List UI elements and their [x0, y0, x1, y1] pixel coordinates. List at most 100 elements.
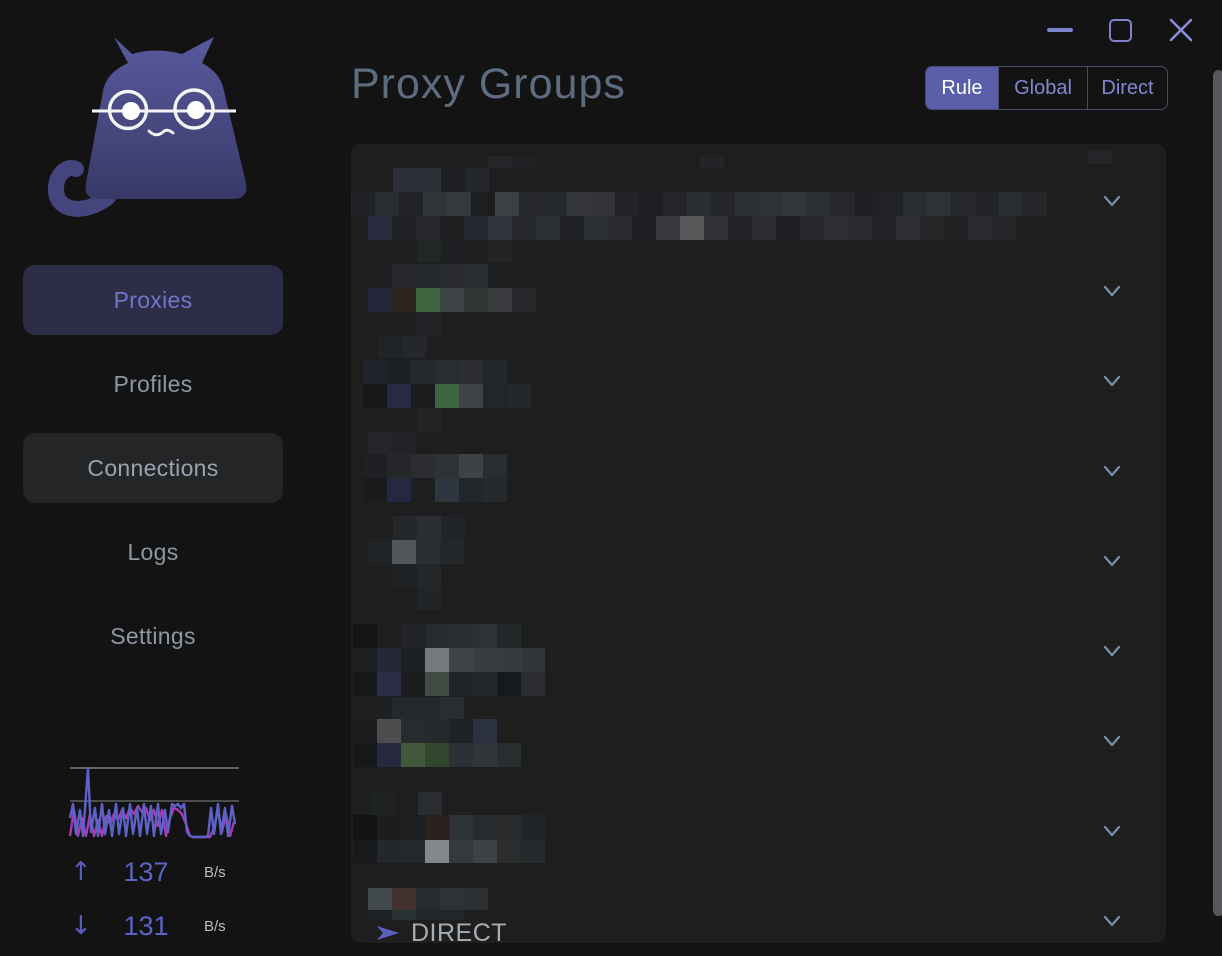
redacted-pixel-cell — [425, 672, 449, 696]
redacted-pixel-cell — [425, 648, 449, 672]
redacted-pixel-cell — [656, 216, 680, 240]
mode-direct-button[interactable]: Direct — [1087, 67, 1167, 109]
chevron-down-icon[interactable] — [1100, 909, 1124, 933]
redacted-pixel-cell — [896, 216, 920, 240]
redacted-pixel-cell — [497, 648, 521, 672]
redacted-pixel-cell — [440, 540, 464, 564]
chevron-down-icon[interactable] — [1100, 639, 1124, 663]
redacted-pixel-cell — [401, 743, 425, 767]
close-button[interactable] — [1168, 17, 1194, 43]
page-title: Proxy Groups — [351, 60, 626, 108]
redacted-pixel-cell — [353, 648, 377, 672]
redacted-pixel-cell — [425, 624, 449, 648]
mode-global-button[interactable]: Global — [998, 67, 1087, 109]
redacted-pixel-cell — [632, 216, 656, 240]
redacted-pixel-cell — [417, 564, 441, 588]
redacted-pixel-cell — [700, 156, 724, 168]
chevron-down-icon[interactable] — [1100, 459, 1124, 483]
redacted-pixel-cell — [425, 743, 449, 767]
redacted-pixel-cell — [449, 624, 473, 648]
sidebar-item-settings[interactable]: Settings — [23, 601, 283, 671]
chevron-down-icon[interactable] — [1100, 549, 1124, 573]
redacted-pixel-cell — [999, 192, 1023, 216]
chevron-down-icon[interactable] — [1100, 369, 1124, 393]
redacted-pixel-cell — [473, 672, 497, 696]
chevron-down-icon[interactable] — [1100, 819, 1124, 843]
redacted-pixel-cell — [776, 216, 800, 240]
redacted-pixel-cell — [495, 192, 519, 216]
redacted-pixel-cell — [449, 743, 473, 767]
maximize-button[interactable] — [1109, 19, 1132, 42]
redacted-pixel-cell — [855, 192, 879, 216]
window-scrollbar-thumb[interactable] — [1213, 70, 1222, 916]
redacted-pixel-cell — [401, 815, 425, 840]
proxy-mode-switch: Rule Global Direct — [925, 66, 1168, 110]
redacted-pixel-cell — [416, 888, 440, 910]
redacted-pixel-cell — [903, 192, 927, 216]
redacted-pixel-cell — [417, 168, 441, 192]
redacted-pixel-cell — [951, 192, 975, 216]
redacted-pixel-cell — [783, 192, 807, 216]
redacted-pixel-cell — [368, 888, 392, 910]
redacted-pixel-cell — [465, 168, 489, 192]
chevron-down-icon[interactable] — [1100, 729, 1124, 753]
redacted-pixel-cell — [483, 454, 507, 478]
cat-glasses — [92, 88, 236, 137]
redacted-pixel-cell — [968, 216, 992, 240]
redacted-pixel-cell — [363, 360, 387, 384]
sidebar-item-connections[interactable]: Connections — [23, 433, 283, 503]
redacted-pixel-cell — [401, 672, 425, 696]
redacted-pixel-cell — [393, 168, 417, 192]
redacted-pixel-cell — [464, 264, 488, 288]
redacted-pixel-cell — [473, 648, 497, 672]
redacted-pixel-cell — [449, 672, 473, 696]
redacted-pixel-cell — [417, 408, 441, 432]
redacted-pixel-cell — [392, 288, 416, 312]
redacted-pixel-cell — [567, 192, 591, 216]
redacted-pixel-cell — [872, 216, 896, 240]
redacted-pixel-cell — [401, 840, 425, 863]
redacted-pixel-cell — [488, 288, 512, 312]
sidebar-item-label: Settings — [110, 622, 196, 649]
chevron-down-icon[interactable] — [1100, 279, 1124, 303]
redacted-pixel-cell — [441, 240, 465, 262]
chevron-down-icon[interactable] — [1100, 189, 1124, 213]
redacted-pixel-cell — [512, 216, 536, 240]
selected-proxy-arrow-icon — [377, 926, 399, 940]
redacted-pixel-cell — [368, 264, 392, 288]
redacted-pixel-cell — [401, 624, 425, 648]
direct-proxy-label: DIRECT — [411, 918, 508, 944]
redacted-pixel-cell — [392, 697, 416, 719]
redacted-pixel-cell — [368, 216, 392, 240]
redacted-pixel-cell — [377, 624, 401, 648]
redacted-pixel-cell — [560, 216, 584, 240]
redacted-pixel-cell — [521, 815, 545, 840]
direct-group-row[interactable]: DIRECT — [376, 918, 507, 943]
mode-rule-button[interactable]: Rule — [926, 67, 998, 109]
redacted-pixel-cell — [435, 478, 459, 502]
traffic-graph — [68, 766, 239, 839]
sidebar-item-label: Proxies — [113, 286, 193, 313]
redacted-pixel-cell — [416, 216, 440, 240]
redacted-pixel-cell — [378, 336, 402, 358]
redacted-pixel-cell — [663, 192, 687, 216]
sidebar-item-proxies[interactable]: Proxies — [23, 265, 283, 335]
redacted-pixel-cell — [521, 672, 545, 696]
sidebar-item-profiles[interactable]: Profiles — [23, 349, 283, 419]
sidebar-item-logs[interactable]: Logs — [23, 517, 283, 587]
redacted-pixel-cell — [416, 264, 440, 288]
minimize-button[interactable] — [1047, 28, 1073, 32]
redacted-pixel-cell — [353, 840, 377, 863]
redacted-pixel-cell — [584, 216, 608, 240]
redacted-pixel-cell — [416, 910, 440, 920]
redacted-pixel-cell — [368, 697, 392, 719]
redacted-pixel-cell — [387, 454, 411, 478]
clash-cat-logo — [48, 37, 247, 217]
redacted-pixel-cell — [464, 216, 488, 240]
redacted-pixel-cell — [459, 454, 483, 478]
redacted-pixel-cell — [368, 540, 392, 564]
redacted-pixel-cell — [353, 815, 377, 840]
redacted-pixel-cell — [393, 312, 417, 336]
redacted-pixel-cell — [543, 192, 567, 216]
download-rate-unit: B/s — [204, 917, 226, 935]
